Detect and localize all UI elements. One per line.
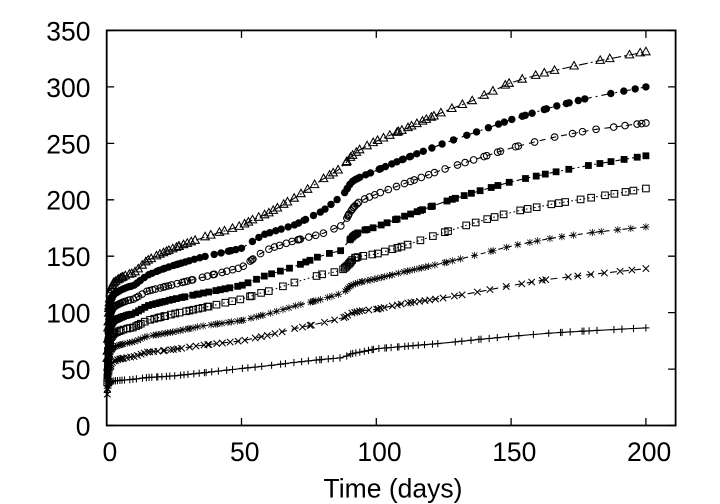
svg-text:Time (days): Time (days): [324, 474, 463, 504]
svg-text:250: 250: [46, 129, 90, 159]
svg-text:200: 200: [46, 186, 90, 216]
svg-text:0: 0: [103, 437, 118, 467]
svg-text:150: 150: [492, 437, 536, 467]
svg-text:200: 200: [627, 437, 671, 467]
svg-text:150: 150: [46, 242, 90, 272]
svg-text:0: 0: [76, 411, 91, 441]
svg-text:100: 100: [357, 437, 401, 467]
svg-text:50: 50: [61, 355, 90, 385]
svg-text:50: 50: [230, 437, 259, 467]
svg-text:300: 300: [46, 73, 90, 103]
svg-text:350: 350: [46, 16, 90, 46]
svg-text:100: 100: [46, 299, 90, 329]
